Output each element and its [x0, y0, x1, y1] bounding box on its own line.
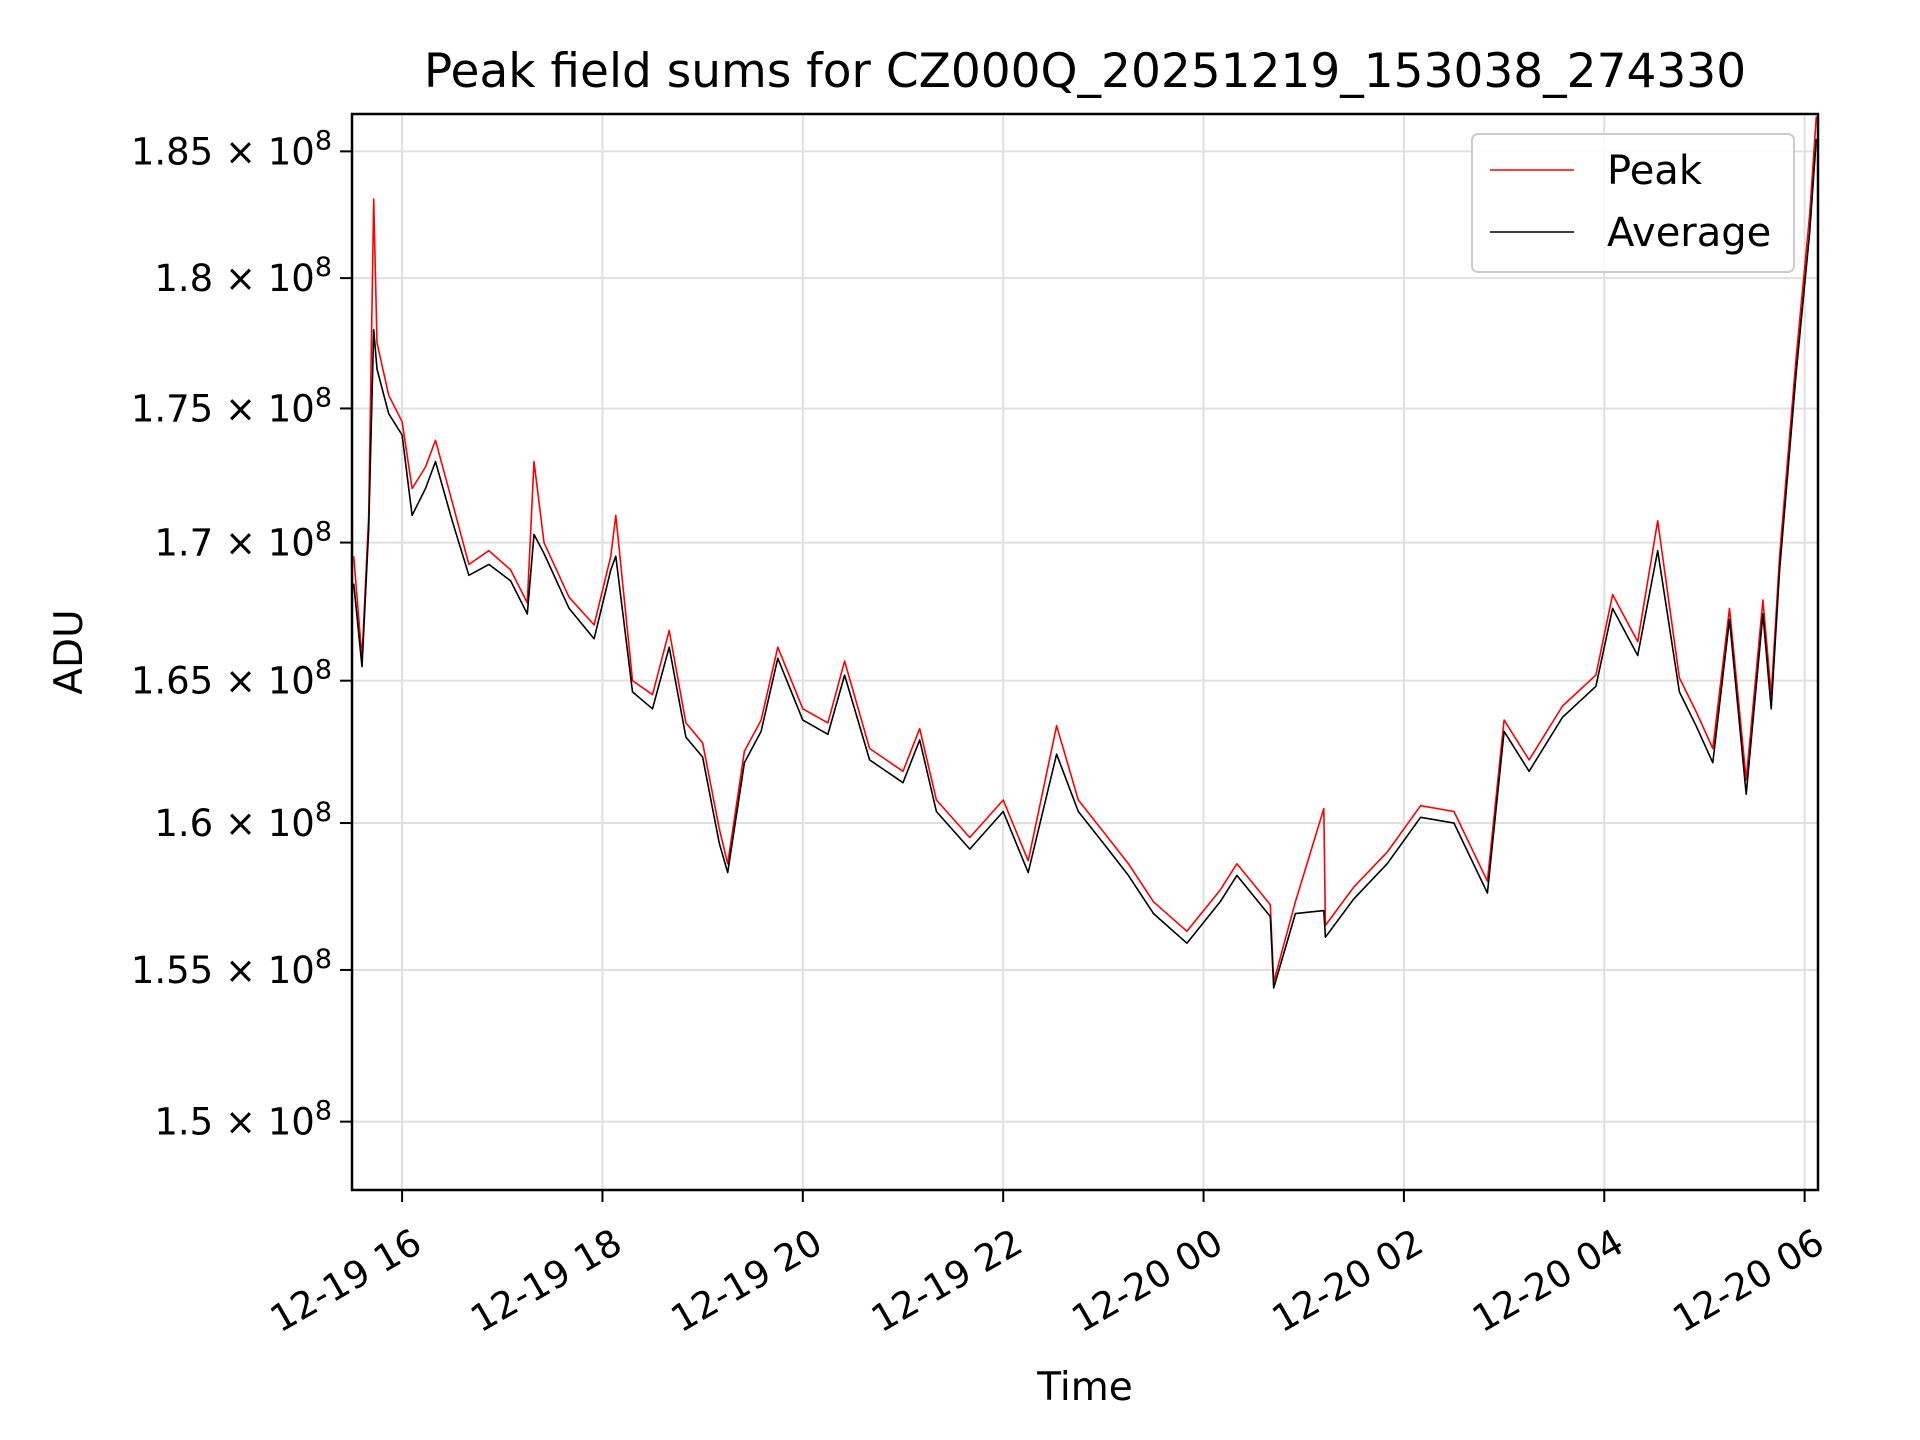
legend-label-peak: Peak [1607, 148, 1703, 194]
y-tick-label: 1.5 × 108 [154, 1096, 332, 1144]
y-axis-label: ADU [47, 609, 92, 694]
y-tick-exponent: 8 [315, 944, 332, 975]
y-tick-exponent: 8 [315, 252, 332, 283]
y-tick-label: 1.85 × 108 [131, 125, 332, 173]
y-tick-label: 1.8 × 108 [154, 252, 332, 300]
y-tick-times: × 10 [213, 387, 315, 430]
y-tick-times: × 10 [213, 949, 315, 992]
y-tick-exponent: 8 [315, 382, 332, 413]
y-tick-label: 1.65 × 108 [131, 655, 332, 703]
y-tick-times: × 10 [213, 522, 315, 565]
chart-title: Peak field sums for CZ000Q_20251219_1530… [424, 44, 1746, 99]
y-tick-label: 1.75 × 108 [131, 382, 332, 430]
y-tick-mantissa: 1.55 [131, 949, 213, 992]
legend-label-average: Average [1607, 210, 1771, 256]
grid-lines [352, 114, 1818, 1190]
y-tick-times: × 10 [213, 660, 315, 703]
y-tick-mantissa: 1.8 [154, 257, 213, 300]
y-tick-times: × 10 [213, 1101, 315, 1144]
y-tick-mantissa: 1.7 [154, 522, 213, 565]
y-tick-times: × 10 [213, 130, 315, 173]
y-tick-exponent: 8 [315, 655, 332, 686]
y-tick-mantissa: 1.65 [131, 660, 213, 703]
series-line-average [352, 138, 1818, 989]
series-layer [352, 116, 1818, 989]
legend-box [1471, 133, 1795, 273]
y-tick-mantissa: 1.5 [154, 1101, 213, 1144]
y-tick-label: 1.7 × 108 [154, 517, 332, 565]
y-tick-label: 1.55 × 108 [131, 944, 332, 992]
y-tick-times: × 10 [213, 257, 315, 300]
y-tick-label: 1.6 × 108 [154, 797, 332, 845]
y-tick-mantissa: 1.75 [131, 387, 213, 430]
series-line-peak [352, 116, 1818, 983]
y-tick-mantissa: 1.6 [154, 802, 213, 845]
y-tick-exponent: 8 [315, 517, 332, 548]
y-tick-exponent: 8 [315, 1096, 332, 1127]
y-tick-times: × 10 [213, 802, 315, 845]
y-tick-exponent: 8 [315, 797, 332, 828]
y-tick-exponent: 8 [315, 125, 332, 156]
x-axis-label: Time [1036, 1365, 1132, 1410]
y-tick-mantissa: 1.85 [131, 130, 213, 173]
plot-frame [350, 112, 1820, 1192]
legend: Peak Average [1471, 133, 1795, 273]
